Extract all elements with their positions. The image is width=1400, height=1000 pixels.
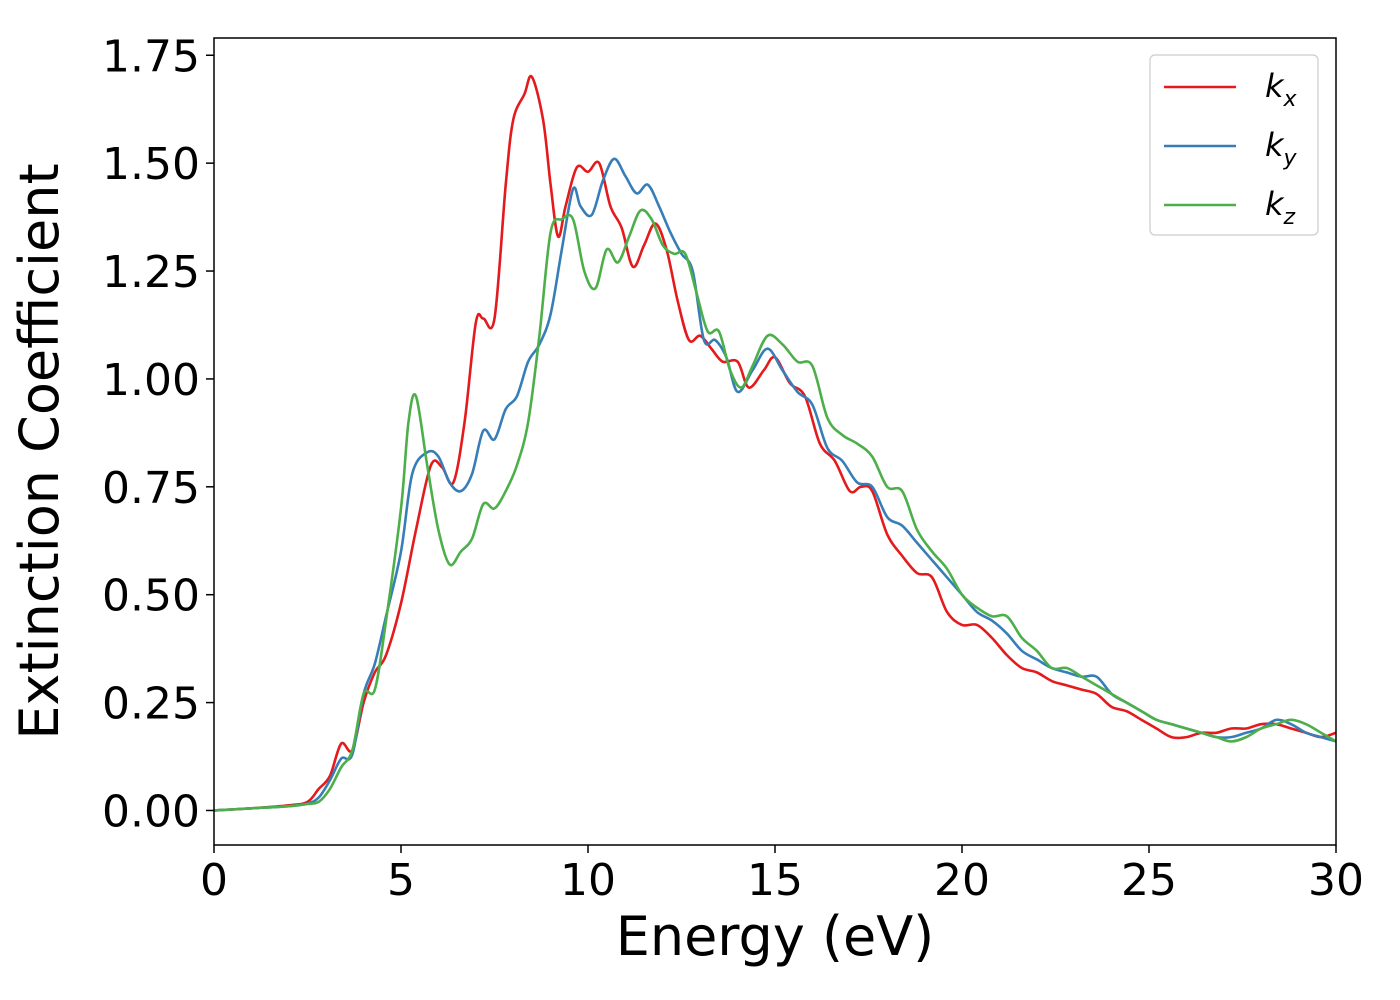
x-tick-label: 5 <box>387 855 415 906</box>
axis-ticks: 0 5 10 15 20 25 30 0.00 0.25 0.50 0.75 1.00 1.25 1.50… <box>102 31 1364 906</box>
legend-label-subscript: y <box>1283 146 1298 171</box>
series-line-y <box>213 157 1337 812</box>
y-tick-label: 1.00 <box>102 355 200 406</box>
x-tick-label: 30 <box>1308 855 1364 906</box>
legend-label-subscript: x <box>1283 87 1298 112</box>
legend-label-base: k <box>1265 185 1285 223</box>
legend-label-subscript: z <box>1283 205 1296 230</box>
y-axis-title: Extinction Coefficient <box>8 163 71 739</box>
series-layer <box>213 74 1337 812</box>
legend-label-x: kx <box>1265 67 1298 112</box>
x-tick-label: 15 <box>747 855 803 906</box>
y-tick-label: 1.25 <box>102 247 200 298</box>
y-tick-label: 1.75 <box>102 31 200 82</box>
y-tick-label: 0.25 <box>102 679 200 730</box>
x-tick-label: 25 <box>1121 855 1177 906</box>
y-tick-label: 0.50 <box>102 571 200 622</box>
y-tick-label: 0.00 <box>102 786 200 837</box>
x-axis-title: Energy (eV) <box>616 905 935 968</box>
legend-label-y: ky <box>1265 126 1298 171</box>
x-tick-label: 20 <box>934 855 990 906</box>
legend-label-base: k <box>1265 126 1285 164</box>
x-tick-label: 0 <box>200 855 228 906</box>
y-tick-label: 1.50 <box>102 139 200 190</box>
legend-label-z: kz <box>1265 185 1296 230</box>
legend-label-base: k <box>1265 67 1285 105</box>
series-line-z <box>213 208 1337 812</box>
x-tick-label: 10 <box>560 855 616 906</box>
series-line-x <box>213 74 1337 812</box>
y-tick-label: 0.75 <box>102 463 200 514</box>
